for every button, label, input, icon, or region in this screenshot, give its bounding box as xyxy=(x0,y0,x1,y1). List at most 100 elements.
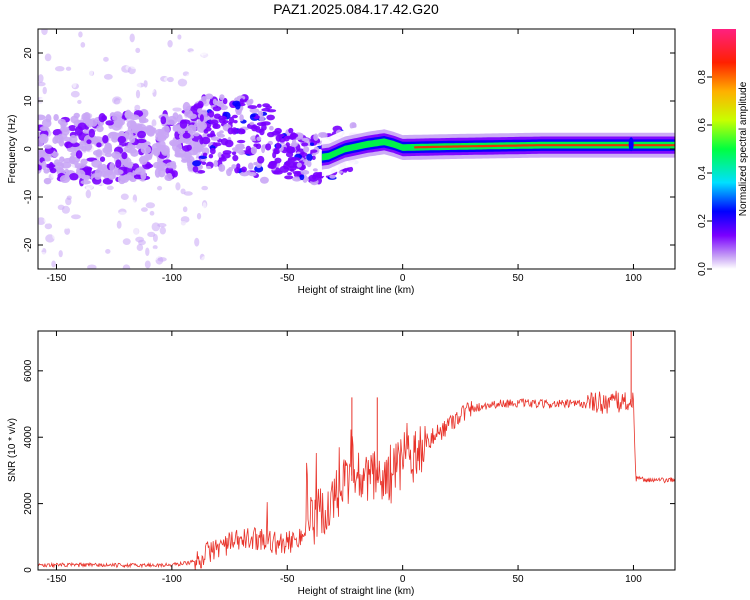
spectral-blob xyxy=(196,212,202,220)
spectral-blob xyxy=(105,120,114,126)
spectral-blob xyxy=(249,108,260,114)
spectral-blob xyxy=(192,165,199,173)
spectral-blob xyxy=(108,91,114,97)
spectral-blob xyxy=(122,238,131,245)
spectral-blob xyxy=(177,78,188,87)
spectral-blob xyxy=(97,242,104,249)
spectral-blob xyxy=(141,46,150,55)
spectral-blob xyxy=(80,41,86,48)
spectral-blob xyxy=(182,62,192,71)
spectral-blob xyxy=(153,250,163,258)
spectral-blob xyxy=(111,44,116,50)
spectral-blob xyxy=(124,82,130,88)
spectral-blob xyxy=(63,221,73,229)
spectral-blob xyxy=(219,130,224,134)
spectral-blob xyxy=(194,190,200,197)
spectral-blob xyxy=(257,110,264,117)
spectral-blob xyxy=(279,165,290,173)
x-tick-label: -50 xyxy=(280,574,295,585)
spectral-blob xyxy=(222,150,232,155)
y-tick-label: 20 xyxy=(23,47,34,59)
x-tick-label: -100 xyxy=(162,574,182,585)
spectral-blob xyxy=(66,195,72,201)
spectral-blob xyxy=(202,202,207,211)
spectral-blob xyxy=(218,163,226,172)
spectral-blob xyxy=(217,115,227,121)
snr-plot-area xyxy=(38,331,675,570)
spectral-blob xyxy=(201,96,207,103)
spectral-blob xyxy=(89,197,99,202)
spectral-blob xyxy=(98,113,106,123)
colorbar-tick-label: 0.4 xyxy=(697,166,708,180)
spectral-blob xyxy=(249,121,255,126)
spectral-blob xyxy=(138,239,146,246)
spectral-blob xyxy=(190,250,199,259)
spectral-blob xyxy=(71,214,81,220)
spectral-blob xyxy=(187,113,197,120)
x-tick-label: 0 xyxy=(400,273,406,284)
y-tick-label: 0 xyxy=(23,146,34,152)
spectral-blob xyxy=(135,89,141,99)
spectral-blob xyxy=(147,215,156,224)
spectral-blob xyxy=(205,93,214,100)
spectral-blob xyxy=(87,211,97,217)
spectral-blob xyxy=(57,118,66,125)
spectral-blob xyxy=(265,105,273,110)
spectral-blob xyxy=(53,114,59,122)
spectral-blob xyxy=(107,170,116,180)
spectral-blob xyxy=(86,139,92,145)
spectral-blob xyxy=(231,114,238,119)
spectral-blob xyxy=(38,60,44,68)
spectral-blob xyxy=(99,206,108,214)
spectral-blob xyxy=(113,97,121,105)
spectral-blob xyxy=(170,57,176,66)
spectral-blob xyxy=(275,142,281,150)
x-tick-label: 100 xyxy=(625,574,642,585)
spectral-blob xyxy=(259,176,269,184)
spectral-blob xyxy=(64,227,71,235)
spectral-blob xyxy=(41,118,52,128)
spectral-blob xyxy=(173,244,182,251)
spectral-blob xyxy=(68,40,76,50)
spectral-blob xyxy=(201,256,208,264)
spectral-blob xyxy=(241,166,247,173)
spectral-blob xyxy=(38,217,46,226)
spectral-blob xyxy=(145,94,155,103)
spectral-blob xyxy=(194,237,200,247)
spectral-blob xyxy=(74,224,83,231)
spectral-blob xyxy=(194,41,203,48)
spectral-blob xyxy=(51,47,60,55)
spectral-blob xyxy=(320,132,328,139)
spectral-blob xyxy=(261,121,271,126)
spectral-blob xyxy=(266,114,275,121)
spectral-blob xyxy=(301,137,308,142)
spectral-blob xyxy=(118,118,125,126)
spectral-blob xyxy=(204,126,212,132)
spectral-blob xyxy=(248,171,257,177)
spectral-blob xyxy=(212,142,222,147)
spectral-blob xyxy=(61,95,72,104)
spectral-blob xyxy=(54,83,63,92)
spectral-blob xyxy=(208,153,214,159)
spectral-blob xyxy=(69,155,76,163)
spectral-blob xyxy=(134,104,141,111)
spectral-blob xyxy=(38,81,46,87)
spectral-blob xyxy=(122,264,131,269)
spectral-blob xyxy=(179,119,188,129)
spectral-blob xyxy=(92,149,102,156)
spectral-blob xyxy=(284,161,291,166)
snr-series-line xyxy=(38,390,675,570)
spectral-blob xyxy=(59,106,64,112)
spectral-blob xyxy=(52,230,59,240)
colorbar: 0.0 0.2 0.4 0.6 0.8 Normalized spectral ampl… xyxy=(697,29,749,276)
spectral-blob xyxy=(111,151,122,159)
spectral-blob xyxy=(329,174,336,179)
spectral-blob xyxy=(75,217,83,226)
spectral-blob xyxy=(103,56,109,62)
spectral-blob xyxy=(250,146,258,155)
spectral-blob xyxy=(147,129,155,137)
spectral-blob xyxy=(239,98,245,105)
spectral-blob xyxy=(143,79,148,88)
spectral-blob xyxy=(167,40,173,48)
spectral-blob xyxy=(287,172,292,176)
